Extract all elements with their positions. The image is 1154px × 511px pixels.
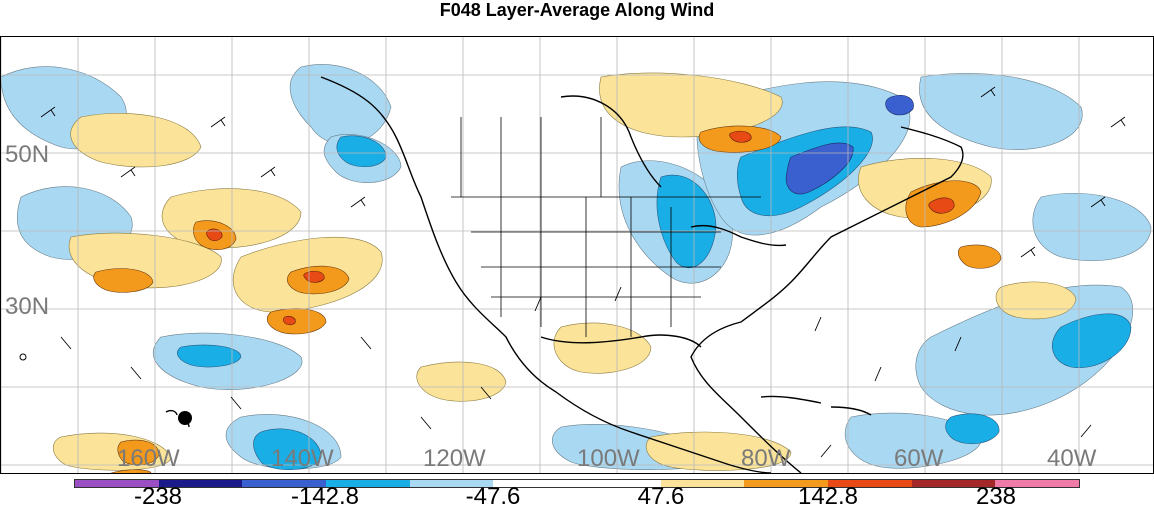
colorbar-swatch — [828, 480, 912, 487]
lon-label-80w: 80W — [741, 445, 791, 472]
contour-region — [177, 344, 242, 368]
lat-label-50n: 50N — [5, 141, 50, 168]
wind-barb — [260, 166, 276, 178]
map-title: F048 Layer-Average Along Wind — [439, 0, 715, 20]
contour-region — [283, 316, 296, 326]
contour-region — [1052, 313, 1132, 369]
wind-barb — [954, 336, 962, 352]
colorbar-swatch — [911, 480, 996, 487]
contour-region — [206, 228, 223, 242]
wind-barb — [60, 336, 72, 350]
colorbar — [74, 479, 1080, 488]
caribbean-islands — [760, 395, 872, 416]
lat-label-30n: 30N — [5, 293, 50, 320]
colorbar-label-238: 238 — [975, 483, 1017, 510]
colorbar-swatch — [660, 480, 745, 487]
contour-region — [919, 73, 1083, 150]
colorbar-label-47-6: 47.6 — [637, 483, 685, 510]
wind-barb — [1020, 246, 1036, 258]
lon-label-140w: 140W — [271, 445, 334, 472]
contour-dark-blue — [785, 95, 914, 195]
colorbar-label-neg47-6: -47.6 — [465, 483, 521, 510]
lat-lon-grid — [1, 37, 1153, 473]
colorbar-label-neg238: -238 — [133, 483, 183, 510]
wind-barb — [130, 366, 142, 380]
wind-barb — [814, 316, 822, 332]
contour-region — [289, 64, 392, 145]
wind-barb — [1110, 116, 1126, 128]
colorbar-swatch — [577, 480, 661, 487]
colorbar-swatch — [409, 480, 494, 487]
colorbar-swatch — [242, 480, 327, 487]
great-lakes — [690, 225, 787, 247]
colorbar-swatch — [326, 480, 410, 487]
contour-region — [995, 281, 1077, 320]
colorbar-label-neg142-8: -142.8 — [290, 483, 360, 510]
gulf-coast — [540, 334, 702, 348]
contour-region — [416, 361, 507, 402]
wind-barb — [1080, 424, 1092, 438]
wind-barb — [874, 366, 882, 382]
contour-region — [336, 135, 387, 167]
wind-barb — [820, 444, 832, 458]
contour-region — [785, 142, 854, 195]
wind-barb — [360, 336, 372, 350]
lon-label-160w: 160W — [117, 445, 180, 472]
contour-region — [885, 95, 914, 116]
contour-region — [93, 268, 154, 293]
contour-region — [945, 413, 1000, 445]
lon-label-40w: 40W — [1047, 445, 1097, 472]
coastlines — [165, 76, 964, 473]
colorbar-swatch — [493, 480, 578, 487]
contour-region — [957, 244, 1002, 269]
wind-barb — [350, 196, 366, 208]
station-marker — [19, 353, 27, 361]
wind-barb — [210, 116, 226, 128]
wind-barbs — [40, 86, 1126, 458]
lon-label-100w: 100W — [577, 445, 640, 472]
wind-barb — [534, 296, 542, 312]
north-america-east-coast — [690, 126, 964, 473]
wind-barb — [230, 396, 242, 410]
contour-region — [928, 197, 955, 214]
wind-barb — [1090, 196, 1106, 208]
colorbar-label-142-8: 142.8 — [797, 483, 859, 510]
map-panel: 50N 30N 160W 140W 120W 100W 80W 60W 40W — [0, 36, 1154, 474]
contour-region — [729, 130, 752, 143]
wind-barb — [120, 166, 136, 178]
colorbar-swatch — [744, 480, 829, 487]
contour-region — [253, 428, 322, 471]
colorbar-swatch — [158, 480, 243, 487]
lon-label-120w: 120W — [423, 445, 486, 472]
contour-region — [553, 322, 652, 374]
colorbar-swatch — [75, 480, 159, 487]
north-america-west-coast — [320, 76, 772, 473]
contour-region — [110, 469, 152, 473]
lon-label-60w: 60W — [894, 445, 944, 472]
colorbar-swatch — [995, 480, 1080, 487]
contour-region — [1032, 192, 1152, 262]
state-borders — [451, 117, 761, 337]
wind-barb — [40, 106, 56, 118]
wind-barb — [980, 86, 996, 98]
contour-region — [266, 308, 327, 335]
contour-region — [70, 112, 202, 168]
wind-barb — [420, 416, 432, 430]
wind-barb — [480, 386, 492, 400]
contour-region — [656, 174, 717, 268]
contour-light-yellow — [53, 72, 1077, 471]
map-canvas — [1, 37, 1153, 473]
hudson-bay-coast — [560, 95, 662, 188]
wind-barb — [614, 286, 622, 302]
hawaii-marker — [178, 411, 192, 425]
